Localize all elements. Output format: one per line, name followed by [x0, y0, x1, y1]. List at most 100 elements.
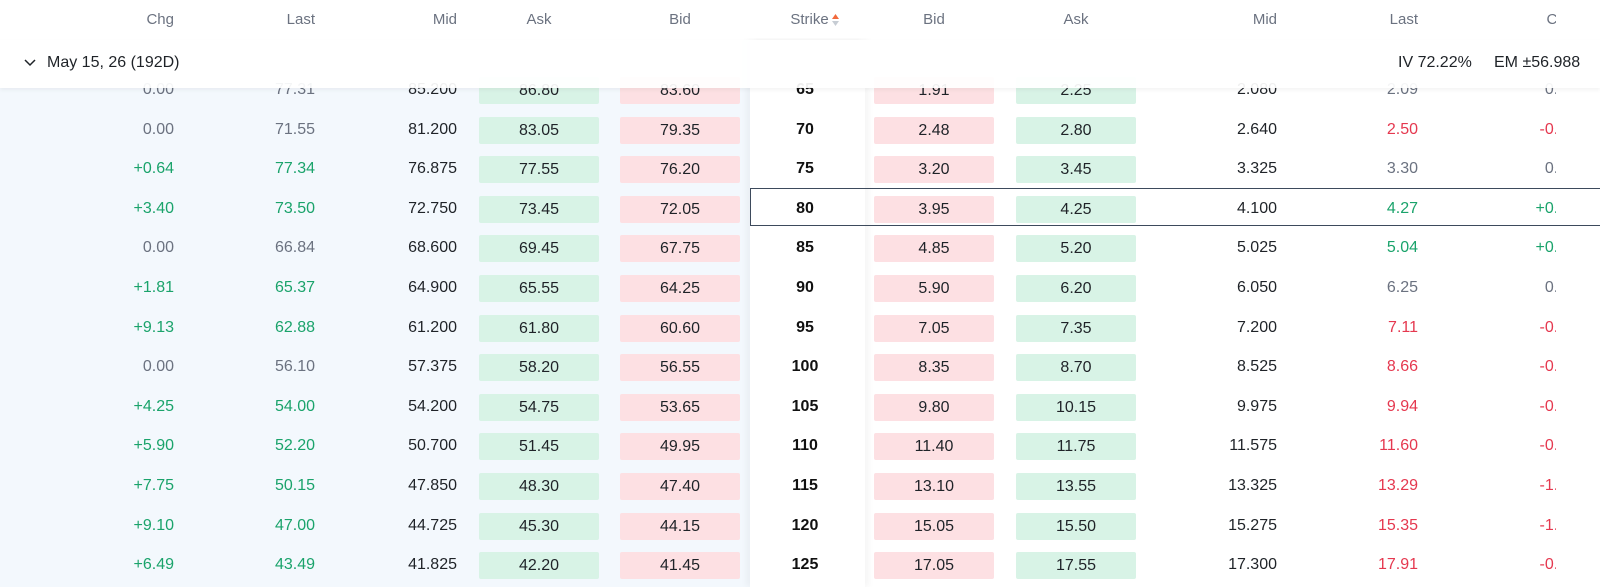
table-row[interactable]: 0.00 56.10 57.375 58.20 56.55 100 8.35 8.70 8.52… [0, 347, 1600, 387]
table-row[interactable]: +6.49 43.49 41.825 42.20 41.45 125 17.05 17.55 1… [0, 545, 1600, 585]
chevron-down-icon[interactable] [22, 54, 38, 70]
table-row[interactable]: +9.10 47.00 44.725 45.30 44.15 120 15.05 15.50 1… [0, 506, 1600, 546]
table-row[interactable]: +7.75 50.15 47.850 48.30 47.40 115 13.10 13.55 1… [0, 466, 1600, 506]
put-ask[interactable]: 2.80 [1016, 116, 1136, 144]
call-mid: 54.200 [408, 397, 457, 415]
call-chg: 0.00 [142, 239, 174, 257]
calls-ask-header[interactable]: Ask [526, 11, 552, 28]
put-ask[interactable]: 17.55 [1016, 552, 1136, 580]
call-ask[interactable]: 65.55 [479, 275, 599, 302]
call-bid[interactable]: 76.20 [620, 156, 740, 184]
put-ask[interactable]: 15.50 [1016, 512, 1136, 540]
put-ask[interactable]: 13.55 [1016, 473, 1136, 500]
call-ask[interactable]: 69.45 [479, 235, 599, 263]
put-chg-clip: +0.07 [1450, 189, 1556, 229]
put-bid[interactable]: 15.05 [874, 512, 994, 540]
call-ask[interactable]: 48.30 [479, 473, 599, 500]
implied-volatility-label: IV 72.22% [1398, 54, 1472, 71]
table-row[interactable]: +9.13 62.88 61.200 61.80 60.60 95 7.05 7.35 7.20… [0, 308, 1600, 348]
sort-asc-desc-icon[interactable] [831, 13, 840, 27]
put-bid[interactable]: 4.85 [874, 235, 994, 263]
put-bid[interactable]: 2.48 [874, 116, 994, 144]
calls-bid-header[interactable]: Bid [669, 11, 691, 28]
put-mid: 4.100 [1236, 199, 1277, 217]
call-ask[interactable]: 45.30 [479, 512, 599, 540]
expiry-group-header[interactable]: May 15, 26 (192D) IV 72.22% EM ±56.988 [0, 40, 1600, 88]
call-bid[interactable]: 67.75 [620, 235, 740, 263]
expiry-date-label: May 15, 26 (192D) [47, 54, 180, 71]
put-ask[interactable]: 5.20 [1016, 235, 1136, 263]
call-chg: +7.75 [133, 477, 174, 494]
put-ask[interactable]: 11.75 [1016, 433, 1136, 461]
put-chg-clip: 0.00 [1450, 70, 1556, 110]
call-bid[interactable]: 79.35 [620, 116, 740, 144]
put-chg: -1.61 [1539, 477, 1556, 494]
put-bid[interactable]: 13.10 [874, 473, 994, 500]
strike-column-background [750, 40, 865, 587]
puts-ask-header[interactable]: Ask [1063, 11, 1089, 28]
puts-bid-header[interactable]: Bid [923, 11, 945, 28]
call-bid[interactable]: 49.95 [620, 433, 740, 461]
put-bid[interactable]: 11.40 [874, 433, 994, 461]
puts-mid-header[interactable]: Mid [1252, 11, 1277, 28]
put-ask[interactable]: 10.15 [1016, 393, 1136, 421]
put-last: 15.35 [1377, 516, 1418, 534]
put-bid[interactable]: 7.05 [874, 314, 994, 342]
call-last: 54.00 [274, 397, 315, 415]
put-mid: 8.525 [1236, 358, 1277, 376]
puts-chg-header[interactable]: Chg [1546, 11, 1556, 28]
call-last: 62.88 [274, 318, 315, 336]
table-row[interactable]: +5.90 52.20 50.700 51.45 49.95 110 11.40 11.75 1… [0, 426, 1600, 466]
call-ask[interactable]: 42.20 [479, 552, 599, 580]
call-chg: +1.81 [133, 279, 174, 296]
call-bid[interactable]: 53.65 [620, 393, 740, 421]
call-chg: +6.49 [133, 556, 174, 574]
table-row[interactable]: 0.00 71.55 81.200 83.05 79.35 70 2.48 2.80 2.640… [0, 110, 1600, 150]
put-ask[interactable]: 3.45 [1016, 156, 1136, 184]
table-row[interactable]: 0.00 66.84 68.600 69.45 67.75 85 4.85 5.20 5.025… [0, 228, 1600, 268]
call-ask[interactable]: 73.45 [479, 195, 599, 223]
table-row[interactable]: +3.40 73.50 72.750 73.45 72.05 80 3.95 4.25 4.10… [0, 189, 1600, 229]
put-bid[interactable]: 9.80 [874, 393, 994, 421]
call-ask[interactable]: 77.55 [479, 156, 599, 184]
call-mid: 57.375 [408, 358, 457, 376]
put-bid[interactable]: 5.90 [874, 275, 994, 302]
calls-chg-header[interactable]: Chg [146, 11, 174, 28]
call-bid[interactable]: 44.15 [620, 512, 740, 540]
call-ask[interactable]: 54.75 [479, 393, 599, 421]
put-mid: 7.200 [1236, 318, 1277, 336]
put-chg: -0.25 [1539, 556, 1556, 574]
put-bid[interactable]: 8.35 [874, 354, 994, 382]
table-row[interactable]: +1.81 65.37 64.900 65.55 64.25 90 5.90 6.20 6.05… [0, 268, 1600, 308]
put-bid[interactable]: 3.20 [874, 156, 994, 184]
call-bid[interactable]: 64.25 [620, 275, 740, 302]
call-bid[interactable]: 47.40 [620, 473, 740, 500]
call-ask[interactable]: 61.80 [479, 314, 599, 342]
call-bid[interactable]: 56.55 [620, 354, 740, 382]
strike-header[interactable]: Strike [770, 11, 860, 28]
call-bid[interactable]: 60.60 [620, 314, 740, 342]
call-chg: +9.10 [133, 516, 174, 534]
call-bid[interactable]: 41.45 [620, 552, 740, 580]
call-ask[interactable]: 58.20 [479, 354, 599, 382]
put-ask[interactable]: 7.35 [1016, 314, 1136, 342]
put-mid: 13.325 [1228, 477, 1277, 494]
call-mid: 72.750 [408, 199, 457, 217]
put-mid: 11.575 [1229, 437, 1277, 455]
put-bid[interactable]: 3.95 [874, 195, 994, 223]
table-row[interactable]: +4.25 54.00 54.200 54.75 53.65 105 9.80 10.15 9.… [0, 387, 1600, 427]
puts-last-header[interactable]: Last [1389, 11, 1418, 28]
call-chg: +3.40 [133, 199, 174, 217]
call-ask[interactable]: 51.45 [479, 433, 599, 461]
put-ask[interactable]: 8.70 [1016, 354, 1136, 382]
calls-last-header[interactable]: Last [286, 11, 315, 28]
put-bid[interactable]: 17.05 [874, 552, 994, 580]
table-row[interactable]: +0.64 77.34 76.875 77.55 76.20 75 3.20 3.45 3.32… [0, 149, 1600, 189]
put-ask[interactable]: 4.25 [1016, 195, 1136, 223]
calls-mid-header[interactable]: Mid [432, 11, 457, 28]
call-bid[interactable]: 72.05 [620, 195, 740, 223]
call-ask[interactable]: 83.05 [479, 116, 599, 144]
put-ask[interactable]: 6.20 [1016, 275, 1136, 302]
strike-price: 75 [796, 160, 814, 178]
call-mid: 47.850 [408, 477, 457, 494]
